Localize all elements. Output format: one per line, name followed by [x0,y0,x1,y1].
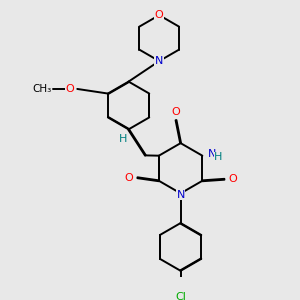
Text: N: N [208,149,216,159]
Text: Cl: Cl [175,292,186,300]
Text: H: H [119,134,128,144]
Text: H: H [214,152,223,162]
Text: O: O [229,174,237,184]
Text: O: O [65,84,74,94]
Text: O: O [155,10,164,20]
Text: N: N [155,56,164,66]
Text: CH₃: CH₃ [32,84,52,94]
Text: O: O [124,173,133,183]
Text: O: O [172,106,180,117]
Text: N: N [176,190,185,200]
